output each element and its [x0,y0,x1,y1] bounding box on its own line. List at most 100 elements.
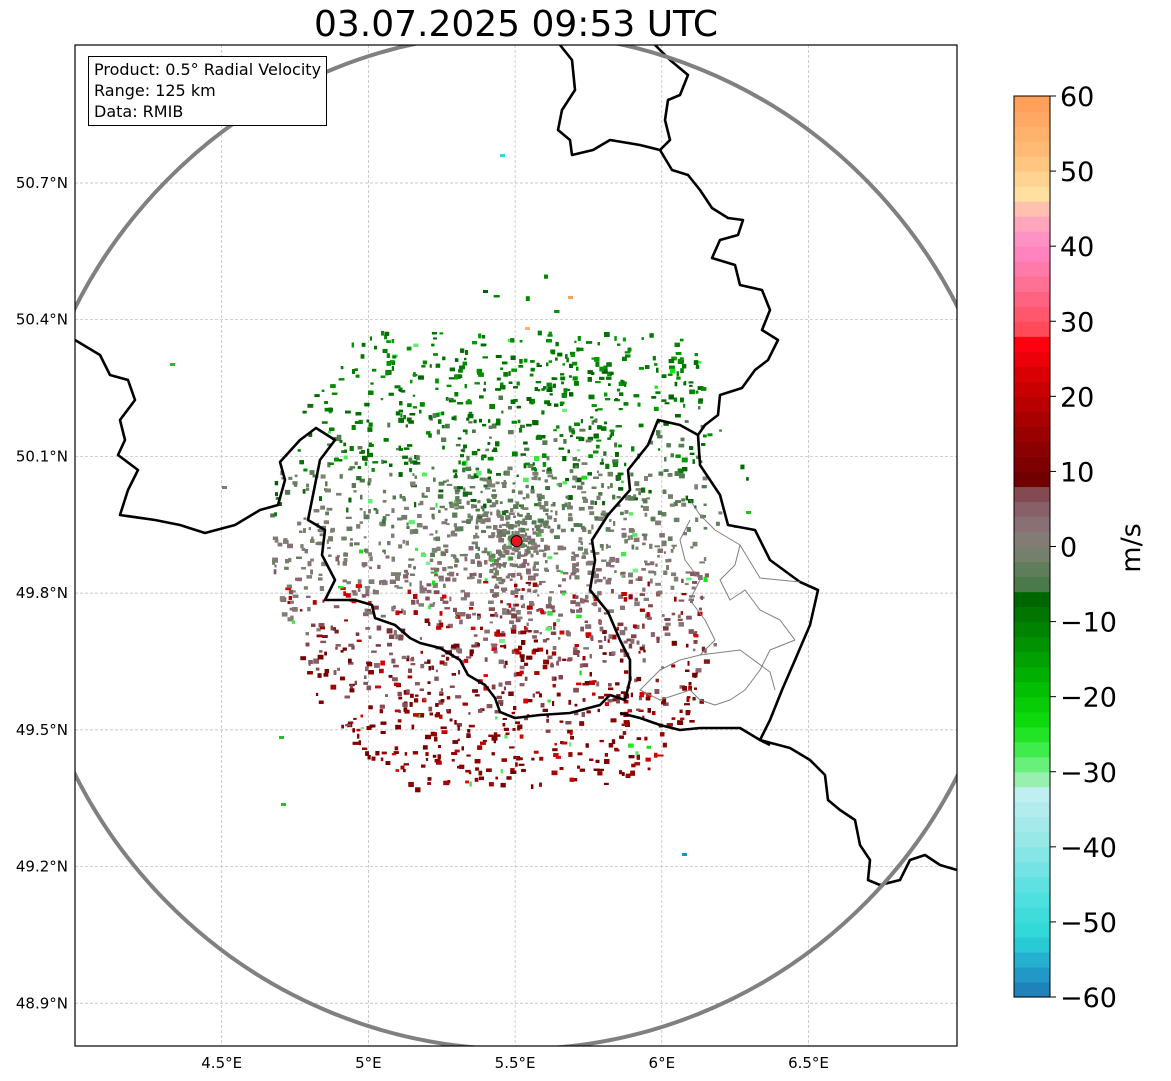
colorbar-band [1014,891,1050,908]
country-border [556,45,780,436]
boundaries [75,45,957,887]
province-border [699,649,776,691]
colorbar-band [1014,951,1050,968]
isolated-echo [568,296,573,299]
colorbar-band [1014,816,1050,833]
colorbar-band [1014,696,1050,713]
colorbar-band [1014,801,1050,818]
colorbar-band [1014,156,1050,172]
colorbar-band [1014,981,1050,998]
colorbar-band [1014,876,1050,893]
colorbar-band [1014,306,1050,322]
plot-frame [74,44,958,1047]
colorbar-band [1014,96,1050,112]
colorbar-band [1014,531,1050,548]
colorbar-band [1014,321,1050,337]
colorbar-band [1014,411,1050,427]
lon-tick-label: 5°E [355,1054,382,1072]
product-info-box: Product: 0.5° Radial Velocity Range: 125… [88,56,328,126]
colorbar-band [1014,471,1050,488]
colorbar-band [1014,201,1050,217]
colorbar-band [1014,786,1050,803]
colorbar-band [1014,966,1050,983]
lat-tick-label: 49.8°N [16,584,68,602]
colorbar-band [1014,216,1050,232]
colorbar-tick-label: 20 [1060,382,1094,413]
colorbar-tick-label: 30 [1060,307,1094,338]
colorbar-band [1014,351,1050,367]
radar-site-marker [510,535,523,548]
province-border [739,544,801,583]
colorbar-tick-label: −30 [1060,758,1117,789]
colorbar-tick-label: −40 [1060,833,1117,864]
colorbar-band [1014,771,1050,788]
isolated-echo [500,154,505,157]
colorbar-band [1014,366,1050,382]
colorbar-tick-label: −60 [1060,983,1117,1014]
colorbar-band [1014,276,1050,292]
colorbar-tick-label: 0 [1060,533,1077,564]
colorbar-band [1014,831,1050,848]
colorbar-band [1014,141,1050,157]
lat-tick-label: 48.9°N [16,994,68,1012]
colorbar-band [1014,546,1050,563]
colorbar-band [1014,621,1050,638]
range-label: Range: 125 km [94,81,216,100]
province-border [639,499,796,706]
isolated-echo [281,803,286,806]
colorbar-band [1014,246,1050,262]
colorbar-band [1014,501,1050,518]
product-label: Product: 0.5° Radial Velocity [94,60,322,79]
colorbar-unit-label: m/s [1116,523,1147,573]
colorbar-band [1014,936,1050,953]
lon-tick-label: 6.5°E [788,1054,829,1072]
colorbar-band [1014,666,1050,683]
lat-tick-label: 49.5°N [16,721,68,739]
isolated-echo [682,853,687,856]
colorbar-band [1014,861,1050,878]
colorbar-band [1014,261,1050,277]
colorbar-band [1014,456,1050,473]
lat-tick-label: 50.7°N [16,174,68,192]
colorbar-band [1014,111,1050,127]
isolated-echo [170,363,175,366]
colorbar-tick-label: −10 [1060,608,1117,639]
colorbar-band [1014,336,1050,352]
colorbar-band [1014,561,1050,578]
colorbar-tick-label: −20 [1060,683,1117,714]
lat-tick-label: 50.4°N [16,311,68,329]
colorbar-band [1014,906,1050,923]
colorbar-band [1014,516,1050,533]
lat-tick-label: 49.2°N [16,858,68,876]
colorbar-band [1014,486,1050,503]
colorbar-band [1014,651,1050,668]
colorbar-band [1014,231,1050,247]
colorbar-band [1014,186,1050,202]
colorbar-band [1014,636,1050,653]
colorbar-band [1014,726,1050,743]
colorbar-band [1014,426,1050,442]
country-border [654,45,690,151]
colorbar-band [1014,681,1050,698]
colorbar-band [1014,381,1050,397]
map-title: 03.07.2025 09:53 UTC [313,4,719,45]
colorbar-tick-label: 10 [1060,457,1094,488]
lon-tick-label: 5.5°E [495,1054,536,1072]
isolated-echo [746,511,751,514]
isolated-echo [483,290,488,293]
colorbar-band [1014,741,1050,758]
colorbar-band [1014,126,1050,142]
colorbar-band [1014,291,1050,307]
lon-tick-label: 4.5°E [201,1054,242,1072]
colorbar-tick-label: 60 [1060,82,1094,113]
colorbar-tick-label: −50 [1060,908,1117,939]
lat-tick-label: 50.1°N [16,447,68,465]
colorbar-band [1014,396,1050,412]
isolated-echo [222,486,227,489]
colorbar-tick-label: 50 [1060,157,1094,188]
colorbar: 60 50 40 30 20 10 0 −10 −20 −30 −40 −50 −60 [1013,82,1117,1014]
colorbar-tick-label: 40 [1060,232,1094,263]
colorbar-band [1014,591,1050,608]
isolated-echo [279,736,284,739]
source-label: Data: RMIB [94,102,184,121]
